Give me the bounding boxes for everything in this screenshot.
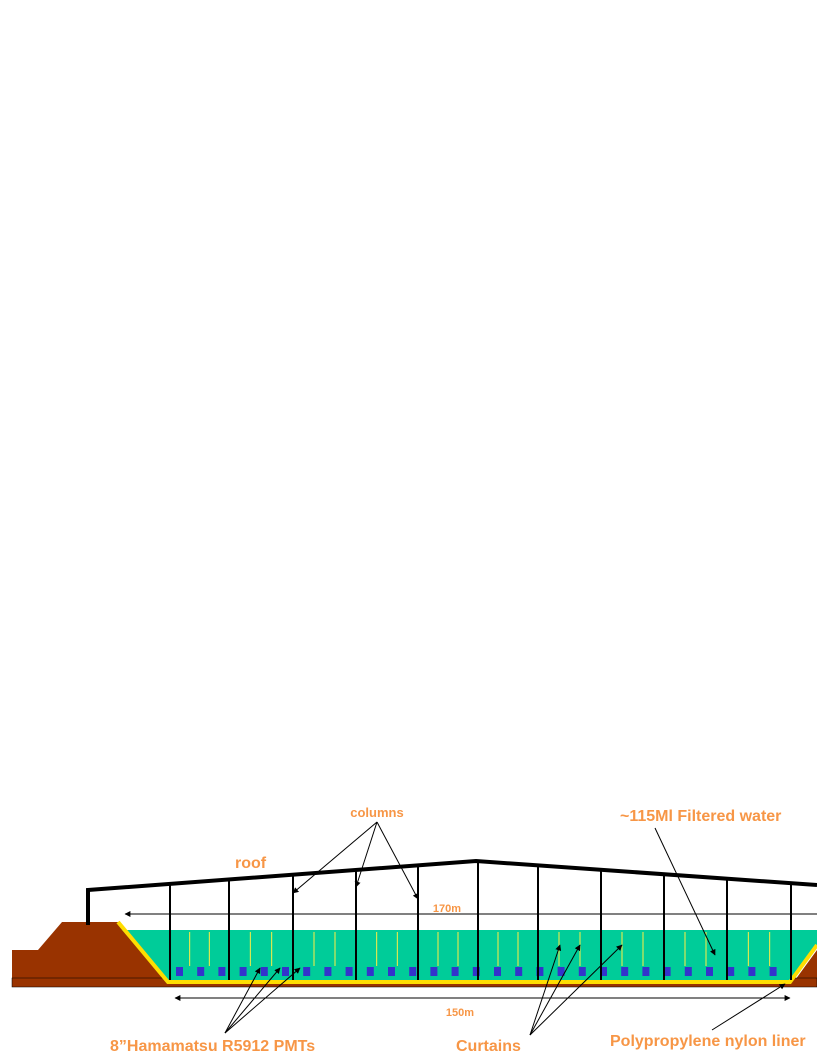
pool-internals (176, 932, 777, 976)
arrow (354, 821, 378, 888)
pmt (748, 967, 756, 976)
pmt (282, 967, 289, 976)
pmt (430, 967, 438, 976)
pmt (388, 967, 395, 976)
roof-label: roof (235, 855, 267, 872)
pmt (176, 967, 183, 976)
arrow (224, 967, 301, 1034)
pmt (366, 967, 374, 976)
pmt (515, 967, 523, 976)
arrow (529, 944, 623, 1036)
pmt (600, 967, 607, 976)
pmt (451, 967, 459, 976)
pmt (663, 967, 671, 976)
pmt (706, 967, 713, 976)
pmt (557, 967, 565, 976)
pmts-label: 8”Hamamatsu R5912 PMTs (110, 1038, 315, 1055)
pmt (324, 967, 332, 976)
pmt (345, 967, 353, 976)
width-top-label: 170m (433, 903, 461, 915)
pmt (472, 967, 480, 976)
pmt (727, 967, 735, 976)
arrow (711, 983, 786, 1031)
pmt (494, 967, 501, 976)
pmt (239, 967, 247, 976)
arrow (529, 944, 581, 1036)
pmt (621, 967, 629, 976)
pmt (769, 967, 777, 976)
arrow (224, 967, 261, 1034)
pmt (218, 967, 226, 976)
arrow (224, 967, 281, 1034)
roof (86, 858, 817, 925)
pmt (260, 967, 268, 976)
pmt (303, 967, 311, 976)
callouts (224, 821, 786, 1036)
pmt (684, 967, 692, 976)
liner-label: Polypropylene nylon liner (610, 1033, 806, 1050)
arrow (292, 821, 378, 894)
arrow (529, 944, 562, 1036)
liner (116, 920, 817, 984)
pmt (642, 967, 650, 976)
arrow (376, 821, 419, 900)
pmt (409, 967, 417, 976)
curtains-label: Curtains (456, 1038, 521, 1055)
columns-label: columns (350, 805, 403, 820)
pmt (578, 967, 586, 976)
pmt (197, 967, 205, 976)
arrow (654, 827, 716, 956)
pmt (536, 967, 544, 976)
water-label: ~115Ml Filtered water (620, 808, 781, 825)
width-bottom-label: 150m (446, 1007, 474, 1019)
